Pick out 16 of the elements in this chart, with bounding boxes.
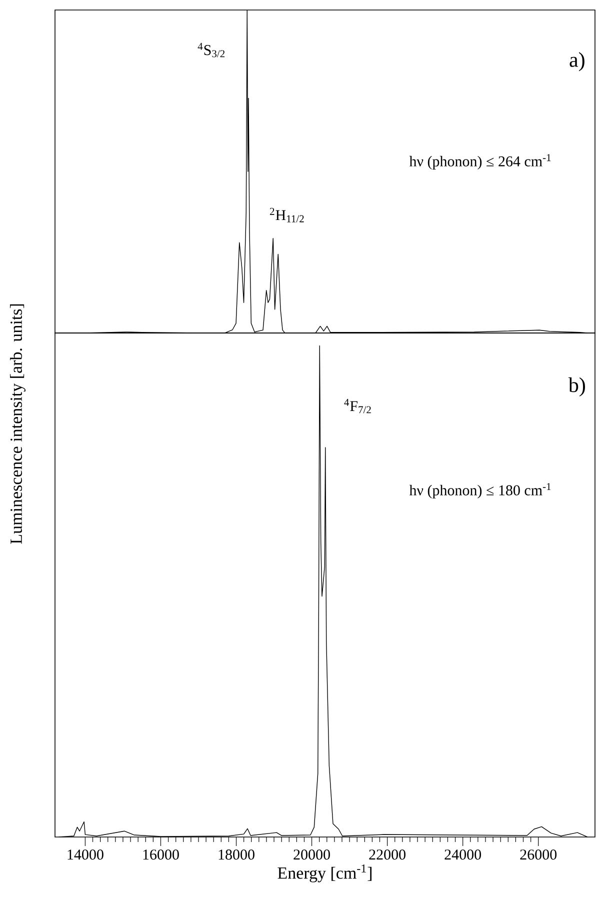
x-tick-label: 20000 — [294, 850, 330, 860]
annotation: $^{4}$F$_{7/2}$ — [344, 398, 371, 414]
x-tick-label: 26000 — [520, 850, 557, 860]
y-axis-title: Luminescence intensity [arb. units] — [10, 304, 26, 544]
x-tick-label: 24000 — [444, 850, 482, 860]
x-tick-label: 16000 — [143, 850, 179, 860]
annotation: a) — [570, 52, 584, 72]
x-axis-title: Energy [cm$^{-1}$] — [278, 864, 372, 882]
x-tick-label: 14000 — [68, 850, 104, 860]
annotation: b) — [568, 377, 585, 396]
x-tick-label: 22000 — [369, 850, 406, 860]
x-tick-label: 18000 — [218, 850, 254, 860]
annotation: hν (phonon) ≤ 180 cm$^{-1}$ — [409, 483, 551, 498]
annotation: hν (phonon) ≤ 264 cm$^{-1}$ — [409, 154, 551, 170]
annotation: $^{4}$S$_{3/2}$ — [198, 42, 225, 58]
annotation: $^{2}$H$_{11/2}$ — [270, 208, 304, 222]
